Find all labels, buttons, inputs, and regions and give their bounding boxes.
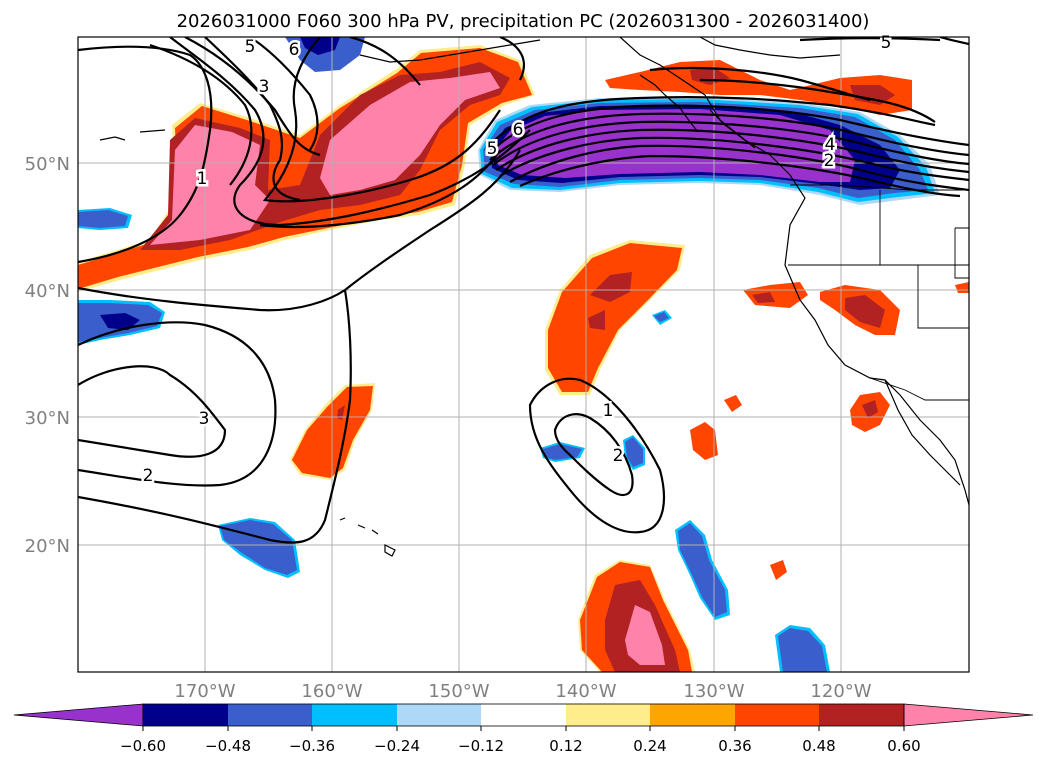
- colorbar-tick-label: 0.12: [549, 737, 582, 755]
- pv-contour-labels: 5 6 3 1 6 5 4 2 5 3 2 1 2: [140, 31, 894, 489]
- precip-positive-cell-d-core: [752, 292, 775, 303]
- contour-label: 6: [289, 40, 300, 60]
- lon-label: 130°W: [683, 681, 744, 702]
- contour-label: 5: [881, 33, 892, 53]
- coastlines: [99, 37, 969, 557]
- lat-label: 40°N: [25, 281, 70, 302]
- contour-label: 4: [825, 135, 836, 155]
- colorbar-tick-label: −0.48: [205, 737, 251, 755]
- contour-label: 3: [199, 409, 210, 429]
- contour-label: 5: [245, 37, 256, 57]
- colorbar-segment: [312, 704, 397, 726]
- colorbar-tick-labels: −0.60 −0.48 −0.36 −0.24 −0.12 0.12 0.24 …: [120, 737, 921, 755]
- precip-positive-south: [578, 560, 695, 672]
- lon-label: 150°W: [428, 681, 489, 702]
- contour-label: 3: [259, 77, 270, 97]
- map-panel: 5 6 3 1 6 5 4 2 5 3 2 1 2: [77, 31, 970, 673]
- colorbar-ticks: [142, 726, 905, 731]
- contour-label: 1: [197, 169, 208, 189]
- precip-positive-cell-e-core: [845, 295, 885, 328]
- contour-label: 2: [613, 446, 624, 466]
- contour-label: 2: [143, 466, 154, 486]
- precip-positive-central: [545, 240, 685, 395]
- precip-positive-cell-c: [770, 560, 787, 580]
- lat-label: 50°N: [25, 154, 70, 175]
- colorbar-segment: [735, 704, 819, 726]
- colorbar: −0.60 −0.48 −0.36 −0.24 −0.12 0.12 0.24 …: [13, 703, 1034, 755]
- contour-label: 6: [513, 120, 524, 140]
- lon-label: 160°W: [301, 681, 362, 702]
- colorbar-tick-label: 0.24: [633, 737, 666, 755]
- precip-positive-band-northwest: [78, 45, 535, 292]
- latitude-labels: 20°N 30°N 40°N 50°N: [25, 154, 70, 557]
- colorbar-segment: [650, 704, 735, 726]
- precip-positive-cell-f-core: [862, 400, 878, 418]
- graticule: [78, 37, 969, 672]
- colorbar-tick-label: −0.36: [289, 737, 335, 755]
- colorbar-frame: [142, 703, 905, 727]
- colorbar-segment: [228, 704, 312, 726]
- colorbar-tick-label: 0.48: [802, 737, 835, 755]
- colorbar-segment: [819, 704, 904, 726]
- colorbar-tick-label: 0.36: [718, 737, 751, 755]
- pv-contours: [78, 37, 969, 544]
- precip-positive-cell-a: [690, 422, 718, 460]
- political-borders: [788, 184, 969, 401]
- lon-label: 170°W: [174, 681, 235, 702]
- lon-label: 140°W: [555, 681, 616, 702]
- colorbar-tick-label: −0.60: [120, 737, 166, 755]
- map-frame: [77, 36, 970, 673]
- contour-label: 2: [824, 151, 835, 171]
- lat-label: 30°N: [25, 408, 70, 429]
- colorbar-tick-label: −0.12: [458, 737, 504, 755]
- colorbar-segment: [566, 704, 650, 726]
- colorbar-extend-high: [903, 703, 1034, 727]
- contour-label: 5: [487, 139, 498, 159]
- precip-positive-cell-b: [724, 395, 742, 412]
- colorbar-tick-label: 0.60: [887, 737, 920, 755]
- lat-label: 20°N: [25, 536, 70, 557]
- lon-label: 120°W: [810, 681, 871, 702]
- contour-label: 1: [603, 401, 614, 421]
- colorbar-segment: [143, 704, 228, 726]
- colorbar-segment: [481, 704, 566, 726]
- figure-title: 2026031000 F060 300 hPa PV, precipitatio…: [177, 11, 870, 32]
- colorbar-tick-label: −0.24: [374, 737, 420, 755]
- colorbar-segment: [397, 704, 481, 726]
- colorbar-extend-low: [13, 703, 144, 727]
- longitude-labels: 170°W 160°W 150°W 140°W 130°W 120°W: [174, 681, 871, 702]
